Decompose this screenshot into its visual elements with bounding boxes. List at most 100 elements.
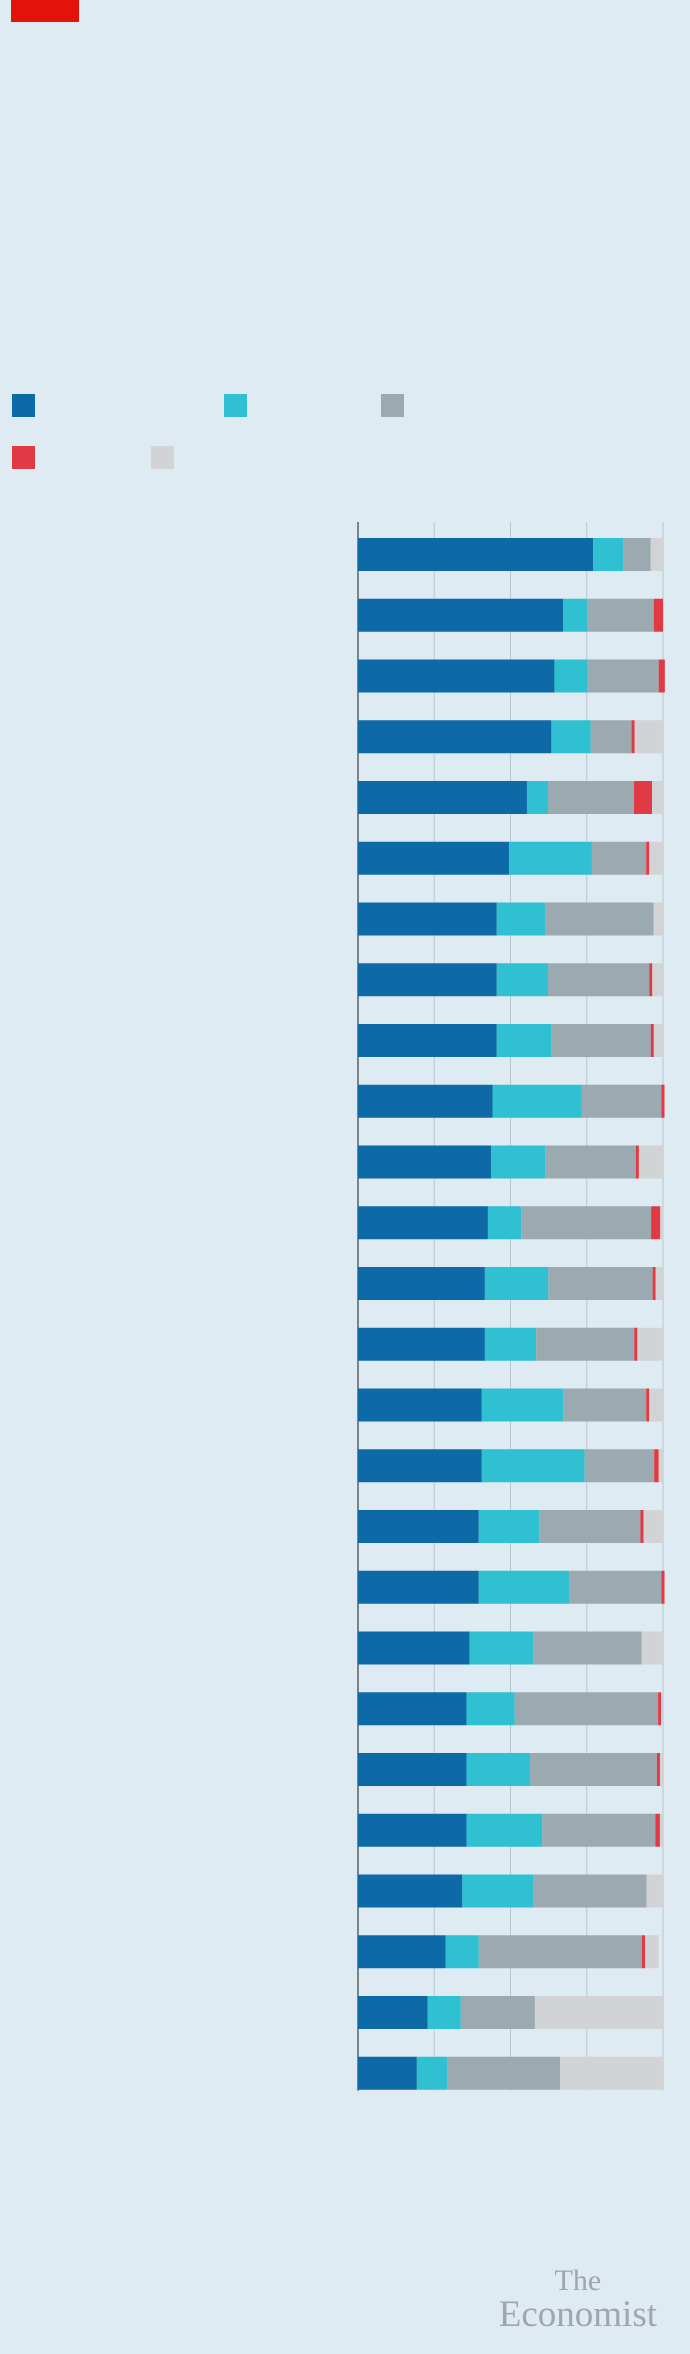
bar-segment-row19-series3 xyxy=(533,1631,642,1665)
bar-segment-row6-series3 xyxy=(591,841,647,875)
bar-segment-row7-series5 xyxy=(653,902,663,936)
bar-segment-row13-series3 xyxy=(548,1267,653,1300)
bar-segment-row6-series5 xyxy=(649,841,663,875)
bar-segment-row9-series3 xyxy=(551,1024,651,1057)
legend-swatch-3 xyxy=(381,394,404,417)
economist-logo: The Economist xyxy=(498,2264,657,2335)
brand-tag xyxy=(11,0,79,22)
bar-segment-row21-series1 xyxy=(358,1753,467,1786)
bar-segment-row19-series1 xyxy=(358,1631,470,1665)
bar-segment-row3-series1 xyxy=(358,659,555,693)
bar-segment-row8-series4 xyxy=(649,963,653,997)
bar-segment-row12-series3 xyxy=(521,1206,652,1240)
bar-segment-row21-series2 xyxy=(466,1753,531,1786)
bar-segment-row13-series5 xyxy=(655,1267,663,1300)
bar-segment-row17-series2 xyxy=(478,1510,540,1543)
bar-segment-row4-series2 xyxy=(551,720,591,754)
bar-segment-row12-series5 xyxy=(660,1206,664,1240)
bar-segment-row3-series2 xyxy=(554,659,588,693)
bar-segment-row20-series3 xyxy=(514,1692,659,1726)
bar-segment-row5-series4 xyxy=(634,781,653,814)
logo-line-1: The xyxy=(554,2264,602,2297)
bar-segment-row12-series4 xyxy=(651,1206,661,1240)
bar-segment-row8-series1 xyxy=(358,963,497,997)
bar-segment-row11-series4 xyxy=(635,1145,639,1179)
bar-segment-row15-series1 xyxy=(358,1388,482,1422)
bar-segment-row13-series2 xyxy=(484,1267,549,1300)
bar-segment-row23-series3 xyxy=(533,1874,647,1908)
bar-segment-row15-series4 xyxy=(646,1388,650,1422)
bar-segment-row25-series3 xyxy=(460,1996,535,2029)
bar-segment-row24-series4 xyxy=(641,1935,646,1969)
bar-segment-row20-series1 xyxy=(358,1692,467,1726)
bar-segment-row8-series2 xyxy=(496,963,549,997)
bar-segment-row18-series2 xyxy=(478,1570,570,1604)
bar-segment-row22-series5 xyxy=(659,1813,663,1847)
bar-segment-row11-series3 xyxy=(545,1145,636,1179)
bar-segment-row14-series2 xyxy=(484,1327,537,1361)
bar-segment-row5-series1 xyxy=(358,781,527,814)
bar-segment-row2-series2 xyxy=(563,598,588,632)
bar-segment-row15-series5 xyxy=(649,1388,663,1422)
bar-segment-row25-series1 xyxy=(358,1996,428,2029)
bar-segment-row6-series2 xyxy=(508,841,592,875)
bar-segment-row6-series4 xyxy=(646,841,650,875)
bar-segment-row17-series5 xyxy=(643,1510,663,1543)
bar-segment-row2-series3 xyxy=(587,598,654,632)
bar-segment-row18-series4 xyxy=(661,1570,665,1604)
bar-segment-row11-series5 xyxy=(638,1145,663,1179)
bar-segment-row14-series1 xyxy=(358,1327,485,1361)
bar-segment-row18-series3 xyxy=(569,1570,662,1604)
bar-segment-row10-series1 xyxy=(358,1084,493,1118)
stacked-bar-chart xyxy=(357,522,665,2091)
bar-segment-row24-series3 xyxy=(478,1935,642,1969)
bar-segment-row25-series5 xyxy=(534,1996,663,2029)
bar-segment-row16-series1 xyxy=(358,1449,482,1483)
bar-segment-row12-series2 xyxy=(487,1206,522,1240)
bar-segment-row9-series5 xyxy=(653,1024,663,1057)
bar-segment-row24-series1 xyxy=(358,1935,446,1969)
bar-segment-row21-series5 xyxy=(659,1753,663,1786)
bar-segment-row26-series1 xyxy=(358,2056,417,2090)
bar-segment-row23-series5 xyxy=(646,1874,663,1908)
bar-segment-row17-series3 xyxy=(539,1510,641,1543)
bar-segment-row2-series1 xyxy=(358,598,564,632)
bar-segment-row3-series3 xyxy=(587,659,659,693)
bar-segment-row3-series4 xyxy=(658,659,665,693)
bar-segment-row15-series3 xyxy=(563,1388,647,1422)
bar-segment-row24-series2 xyxy=(445,1935,479,1969)
bar-segment-row8-series3 xyxy=(548,963,650,997)
bar-segment-row14-series4 xyxy=(634,1327,638,1361)
bar-segment-row10-series4 xyxy=(661,1084,665,1118)
bar-segment-row2-series4 xyxy=(653,598,663,632)
bar-segment-row21-series3 xyxy=(530,1753,657,1786)
bar-segment-row19-series5 xyxy=(641,1631,663,1665)
bar-segment-row16-series4 xyxy=(654,1449,659,1483)
bar-segment-row9-series1 xyxy=(358,1024,497,1057)
bar-segment-row8-series5 xyxy=(652,963,663,997)
bar-segment-row11-series1 xyxy=(358,1145,491,1179)
bar-segment-row26-series5 xyxy=(560,2056,663,2090)
bar-segment-row1-series3 xyxy=(623,538,651,571)
bar-segment-row1-series1 xyxy=(358,538,594,571)
bar-segment-row10-series3 xyxy=(581,1084,662,1118)
bar-segment-row11-series2 xyxy=(490,1145,546,1179)
bar-segment-row13-series1 xyxy=(358,1267,485,1300)
bar-segment-row13-series4 xyxy=(652,1267,656,1300)
logo-line-2: Economist xyxy=(498,2294,657,2335)
legend-swatch-1 xyxy=(12,394,35,417)
bar-segment-row18-series1 xyxy=(358,1570,479,1604)
bar-segment-row24-series5 xyxy=(645,1935,659,1969)
bar-segment-row1-series2 xyxy=(593,538,624,571)
bar-segment-row19-series2 xyxy=(469,1631,534,1665)
bar-segment-row4-series1 xyxy=(358,720,552,754)
bar-segment-row22-series1 xyxy=(358,1813,467,1847)
bar-segment-row9-series2 xyxy=(496,1024,552,1057)
bar-segment-row16-series3 xyxy=(584,1449,655,1483)
bar-segment-row5-series2 xyxy=(526,781,549,814)
bar-segment-row6-series1 xyxy=(358,841,509,875)
bar-segment-row7-series3 xyxy=(544,902,654,936)
bar-segment-row26-series2 xyxy=(416,2056,448,2090)
bar-segment-row12-series1 xyxy=(358,1206,488,1240)
bar-segment-row9-series4 xyxy=(650,1024,654,1057)
